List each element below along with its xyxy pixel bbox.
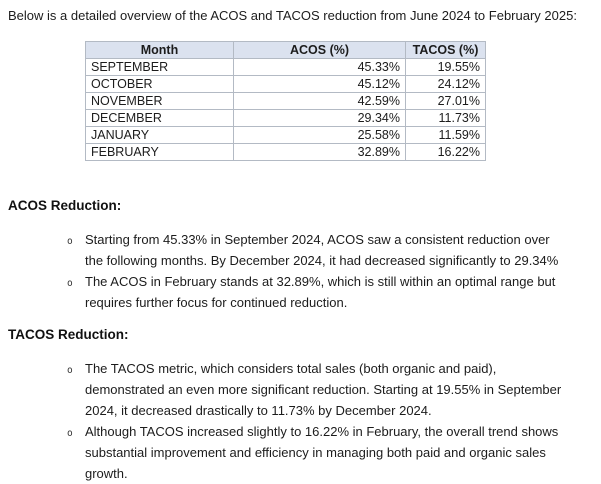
col-header-month: Month — [85, 41, 234, 59]
table-header-row: Month ACOS (%) TACOS (%) — [85, 41, 486, 59]
acos-cell: 29.34% — [233, 109, 406, 127]
bullet-text: The TACOS metric, which considers total … — [85, 361, 562, 418]
bullet-text: Starting from 45.33% in September 2024, … — [85, 232, 559, 268]
tacos-cell: 11.59% — [405, 126, 486, 144]
month-cell: DECEMBER — [85, 109, 234, 127]
month-cell: FEBRUARY — [85, 143, 234, 161]
table-row: NOVEMBER 42.59% 27.01% — [85, 92, 486, 110]
month-cell: OCTOBER — [85, 75, 234, 93]
list-item: o Starting from 45.33% in September 2024… — [67, 229, 563, 271]
acos-cell: 25.58% — [233, 126, 406, 144]
bullet-marker-icon: o — [67, 428, 73, 439]
table-row: SEPTEMBER 45.33% 19.55% — [85, 58, 486, 76]
bullet-marker-icon: o — [67, 236, 73, 247]
month-cell: SEPTEMBER — [85, 58, 234, 76]
table-row: JANUARY 25.58% 11.59% — [85, 126, 486, 144]
section-heading-tacos: TACOS Reduction: — [8, 327, 129, 342]
table-row: DECEMBER 29.34% 11.73% — [85, 109, 486, 127]
tacos-cell: 11.73% — [405, 109, 486, 127]
acos-cell: 42.59% — [233, 92, 406, 110]
section-heading-acos: ACOS Reduction: — [8, 198, 122, 213]
acos-cell: 32.89% — [233, 143, 406, 161]
bullet-marker-icon: o — [67, 278, 73, 289]
tacos-bullet-list: o The TACOS metric, which considers tota… — [0, 358, 601, 484]
list-item: o The TACOS metric, which considers tota… — [67, 358, 563, 421]
acos-bullet-list: o Starting from 45.33% in September 2024… — [0, 229, 601, 313]
list-item: o Although TACOS increased slightly to 1… — [67, 421, 563, 484]
document-page: Below is a detailed overview of the ACOS… — [0, 8, 601, 484]
bullet-text: Although TACOS increased slightly to 16.… — [85, 424, 559, 481]
table-row: FEBRUARY 32.89% 16.22% — [85, 143, 486, 161]
acos-cell: 45.12% — [233, 75, 406, 93]
month-cell: JANUARY — [85, 126, 234, 144]
table-row: OCTOBER 45.12% 24.12% — [85, 75, 486, 93]
bullet-marker-icon: o — [67, 365, 73, 376]
col-header-tacos: TACOS (%) — [405, 41, 486, 59]
col-header-acos: ACOS (%) — [233, 41, 406, 59]
bullet-text: The ACOS in February stands at 32.89%, w… — [85, 274, 556, 310]
acos-tacos-table: Month ACOS (%) TACOS (%) SEPTEMBER 45.33… — [85, 41, 486, 161]
tacos-cell: 24.12% — [405, 75, 486, 93]
tacos-cell: 16.22% — [405, 143, 486, 161]
list-item: o The ACOS in February stands at 32.89%,… — [67, 271, 563, 313]
tacos-cell: 27.01% — [405, 92, 486, 110]
tacos-cell: 19.55% — [405, 58, 486, 76]
acos-cell: 45.33% — [233, 58, 406, 76]
month-cell: NOVEMBER — [85, 92, 234, 110]
intro-text: Below is a detailed overview of the ACOS… — [8, 8, 577, 23]
